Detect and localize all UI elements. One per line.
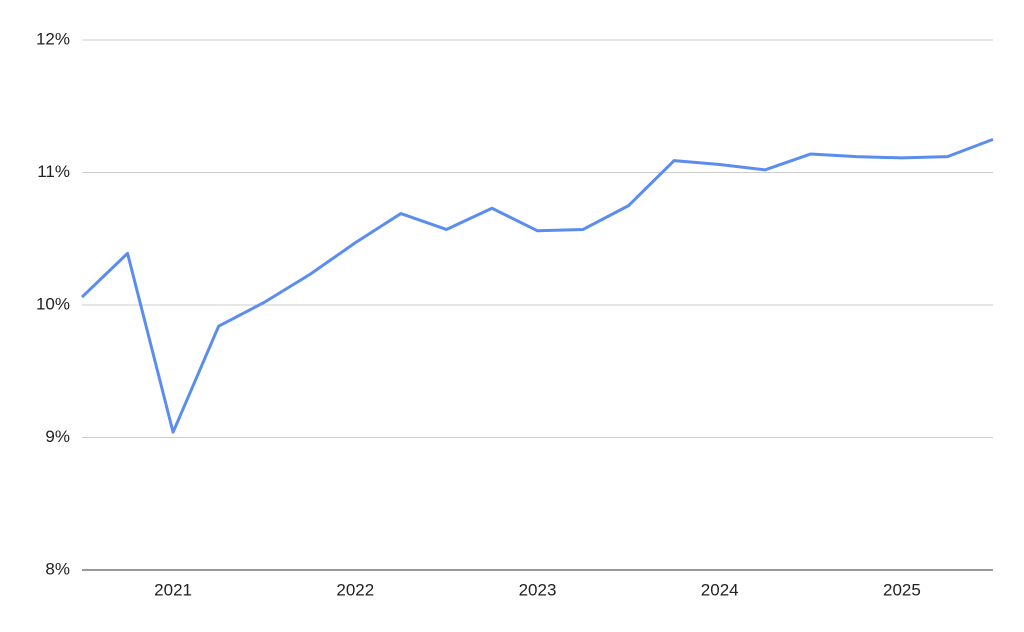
y-tick-label: 10% — [36, 294, 70, 313]
data-line — [80, 137, 994, 434]
y-tick-label: 8% — [45, 559, 70, 578]
x-tick-label: 2021 — [154, 580, 192, 599]
x-tick-label: 2024 — [701, 580, 739, 599]
y-tick-label: 11% — [37, 162, 70, 181]
x-tick-label: 2022 — [336, 580, 374, 599]
x-tick-label: 2023 — [519, 580, 557, 599]
x-tick-label: 2025 — [883, 580, 921, 599]
y-tick-label: 12% — [36, 29, 70, 48]
y-tick-label: 9% — [45, 427, 70, 446]
